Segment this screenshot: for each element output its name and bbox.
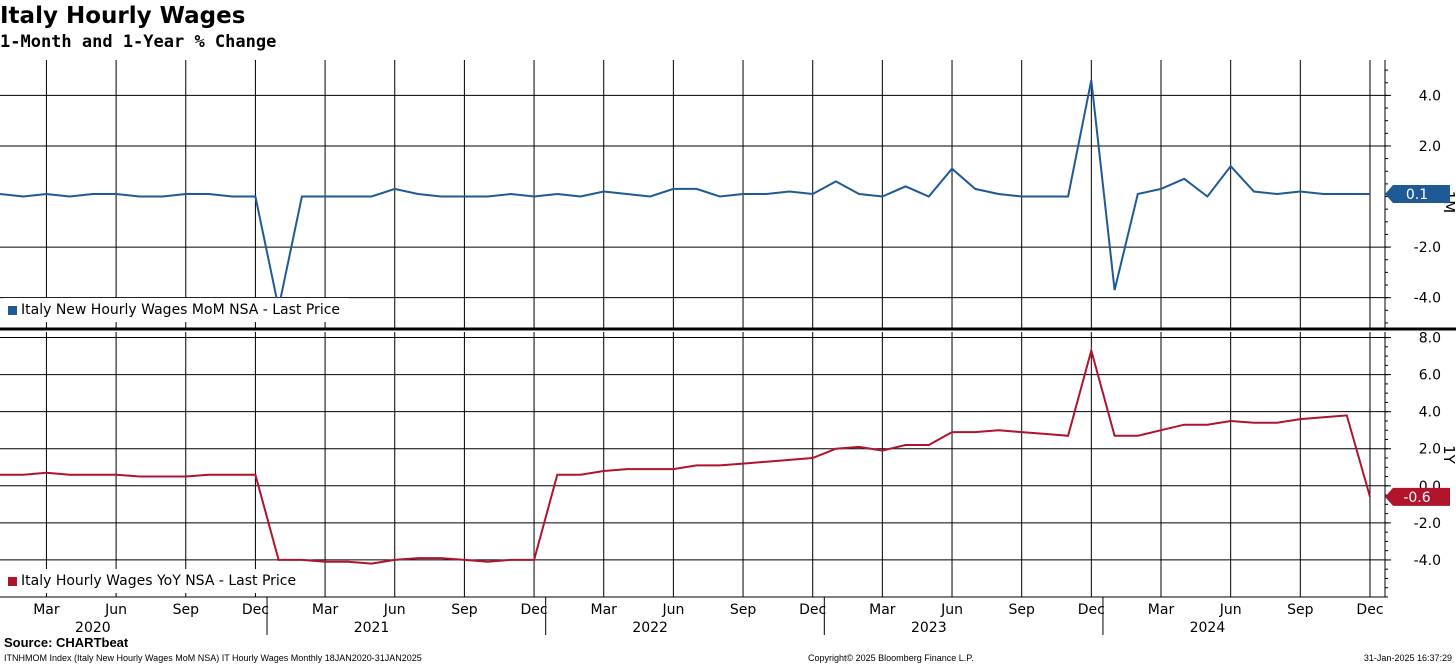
legend-label-yoy: Italy Hourly Wages YoY NSA - Last Price xyxy=(21,573,297,589)
x-month-label: Jun xyxy=(383,602,406,618)
x-month-label: Jun xyxy=(1219,602,1242,618)
bottom-panel-grid xyxy=(0,332,1385,597)
x-month-label: Dec xyxy=(1078,602,1105,618)
chart-title: Italy Hourly Wages xyxy=(0,3,246,29)
x-month-label: Sep xyxy=(1287,602,1314,618)
bottom-panel-series: -0.6 xyxy=(0,346,1450,565)
x-month-label: Mar xyxy=(33,602,60,618)
x-year-label: 2024 xyxy=(1190,620,1226,636)
y-tick-label: 6.0 xyxy=(1419,368,1441,384)
legend-label-mom: Italy New Hourly Wages MoM NSA - Last Pr… xyxy=(21,302,341,318)
x-year-label: 2021 xyxy=(354,620,390,636)
bottom-panel-y-axis: 8.06.04.02.00.0-2.0-4.01Y xyxy=(1384,331,1456,598)
y-tick-label: -2.0 xyxy=(1414,240,1441,256)
x-month-label: Jun xyxy=(940,602,963,618)
legend-bottom: Italy Hourly Wages YoY NSA - Last Price xyxy=(4,569,305,593)
x-month-label: Dec xyxy=(799,602,826,618)
last-value-tag xyxy=(1385,487,1450,506)
x-month-label: Jun xyxy=(661,602,684,618)
x-year-label: 2020 xyxy=(75,620,111,636)
y-tick-label: 8.0 xyxy=(1419,331,1441,347)
top-panel-series: 0.1 xyxy=(0,80,1450,309)
last-value-label: -0.6 xyxy=(1403,490,1430,506)
y-tick-label: 4.0 xyxy=(1419,88,1441,104)
legend-swatch-mom xyxy=(8,305,17,315)
last-value-tag xyxy=(1385,185,1450,203)
x-month-label: Mar xyxy=(312,602,339,618)
series-line xyxy=(0,80,1370,309)
footer-ticker: ITNHMOM Index (Italy New Hourly Wages Mo… xyxy=(4,653,422,663)
y-tick-label: -2.0 xyxy=(1414,516,1441,532)
x-month-label: Sep xyxy=(730,602,757,618)
footer-timestamp: 31-Jan-2025 16:37:29 xyxy=(1363,653,1452,663)
x-year-label: 2023 xyxy=(911,620,947,636)
legend-top: Italy New Hourly Wages MoM NSA - Last Pr… xyxy=(4,298,349,322)
x-month-label: Jun xyxy=(104,602,127,618)
source-note: Source: CHARTbeat xyxy=(4,635,129,650)
x-month-label: Mar xyxy=(869,602,896,618)
x-month-label: Sep xyxy=(1008,602,1035,618)
last-value-label: 0.1 xyxy=(1406,187,1428,203)
x-axis: Mar Jun Sep Dec Mar Jun Sep Dec Mar Jun Sep Dec Mar J… xyxy=(0,596,1385,636)
y-tick-label: -4.0 xyxy=(1414,291,1441,307)
y-tick-label: 2.0 xyxy=(1419,139,1441,155)
series-line xyxy=(0,346,1371,565)
chart-subtitle: 1-Month and 1-Year % Change xyxy=(0,32,277,52)
x-month-label: Mar xyxy=(591,602,618,618)
x-month-label: Dec xyxy=(242,602,269,618)
x-year-label: 2022 xyxy=(632,620,668,636)
x-month-label: Dec xyxy=(521,602,548,618)
legend-swatch-yoy xyxy=(8,576,17,586)
y-tick-label: 2.0 xyxy=(1419,442,1441,458)
y-tick-label: -4.0 xyxy=(1414,553,1441,569)
x-month-label: Sep xyxy=(451,602,478,618)
y-axis-label: 1Y xyxy=(1440,445,1456,465)
footer-copyright: Copyright© 2025 Bloomberg Finance L.P. xyxy=(808,653,974,663)
x-month-label: Sep xyxy=(173,602,200,618)
y-tick-label: 4.0 xyxy=(1419,405,1441,421)
x-month-label: Mar xyxy=(1148,602,1175,618)
x-month-label: Dec xyxy=(1356,602,1383,618)
